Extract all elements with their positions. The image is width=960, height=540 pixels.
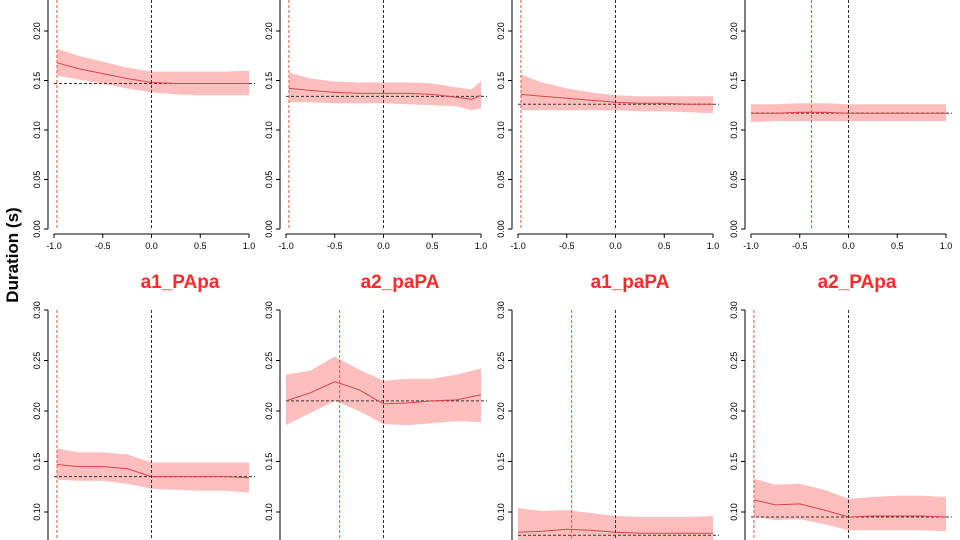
x-tick-label: 1.0	[243, 241, 256, 251]
y-tick-label: 0.00	[496, 220, 506, 238]
panel-title: a2_PApa	[818, 272, 897, 293]
y-tick-label: 0.15	[264, 72, 274, 90]
y-tick-label: 0.05	[264, 171, 274, 189]
y-tick-label: 0.10	[496, 503, 506, 521]
panel-title: a1_PApa	[141, 272, 220, 293]
x-tick-label: -1.0	[278, 241, 294, 251]
panel-7: 0.10 0.15 0.20 0.25 0.30 a1_paPA	[496, 272, 719, 540]
y-tick-label: 0.20	[32, 402, 42, 420]
y-tick-label: 0.20	[729, 22, 739, 40]
y-tick-label: 0.25	[496, 352, 506, 370]
confidence-band	[753, 478, 946, 532]
x-tick-label: 0.0	[145, 241, 158, 251]
y-tick-label: 0.00	[729, 220, 739, 238]
x-tick-label: 0.0	[377, 241, 390, 251]
x-tick-label: -0.5	[95, 241, 111, 251]
y-tick-label: 0.10	[729, 503, 739, 521]
y-tick-label: 0.20	[32, 22, 42, 40]
x-tick-label: 0.5	[194, 241, 207, 251]
y-tick-label: 0.00	[264, 220, 274, 238]
y-tick-label: 0.00	[32, 220, 42, 238]
x-tick-label: 0.5	[658, 241, 671, 251]
mean-line	[285, 381, 482, 405]
mean-line	[751, 111, 946, 114]
y-tick-label: 0.20	[496, 22, 506, 40]
panel-content	[285, 310, 487, 540]
panel-title: a1_paPA	[591, 272, 670, 293]
panel-2: 0.00 0.05 0.10 0.15 0.20 -1.0 -0.5 0.0 0.5 1.0	[264, 0, 487, 251]
panel-8: 0.10 0.15 0.20 0.25 0.30 a2_PApa	[729, 272, 952, 540]
y-tick-label: 0.15	[496, 453, 506, 471]
panel-title: a2_paPA	[361, 272, 440, 293]
y-tick-label: 0.15	[729, 72, 739, 90]
panel-1: 0.00 0.05 0.10 0.15 0.20 -1.0 -0.5 0.0 0.5 1.0	[32, 0, 255, 251]
x-tick-label: -1.0	[510, 241, 526, 251]
y-tick-label: 0.05	[32, 171, 42, 189]
panel-content	[751, 0, 952, 229]
panel-content	[751, 310, 952, 540]
x-tick-label: -0.5	[559, 241, 575, 251]
panel-content	[286, 0, 487, 229]
y-tick-label: 0.05	[729, 171, 739, 189]
y-tick-label: 0.20	[264, 22, 274, 40]
y-tick-label: 0.05	[496, 171, 506, 189]
y-tick-label: 0.15	[496, 72, 506, 90]
panel-content	[54, 310, 255, 540]
x-tick-label: -0.5	[327, 241, 343, 251]
x-tick-label: -0.5	[792, 241, 808, 251]
panel-content	[54, 0, 255, 229]
x-tick-label: 1.0	[475, 241, 488, 251]
x-tick-label: 0.0	[842, 241, 855, 251]
y-tick-label: 0.20	[496, 402, 506, 420]
confidence-band	[288, 72, 481, 111]
y-tick-label: 0.30	[32, 301, 42, 319]
y-tick-label: 0.10	[264, 121, 274, 139]
x-tick-label: 0.5	[891, 241, 904, 251]
y-tick-label: 0.30	[729, 301, 739, 319]
confidence-band	[56, 48, 250, 96]
y-tick-label: 0.15	[729, 453, 739, 471]
panel-6: 0.10 0.15 0.20 0.25 0.30 a2_paPA	[264, 272, 487, 540]
y-tick-label: 0.30	[264, 301, 274, 319]
y-tick-label: 0.15	[32, 453, 42, 471]
y-tick-label: 0.15	[32, 72, 42, 90]
y-axis-title: Duration (s)	[3, 207, 22, 302]
y-tick-label: 0.10	[32, 503, 42, 521]
y-tick-label: 0.20	[264, 402, 274, 420]
y-tick-label: 0.15	[264, 453, 274, 471]
x-tick-label: 1.0	[940, 241, 953, 251]
panel-content	[518, 0, 719, 229]
panel-4: 0.00 0.05 0.10 0.15 0.20 -1.0 -0.5 0.0 0.5 1.0	[729, 0, 952, 251]
y-tick-label: 0.20	[729, 402, 739, 420]
x-tick-label: 1.0	[707, 241, 720, 251]
x-tick-label: -1.0	[743, 241, 759, 251]
x-tick-label: 0.0	[609, 241, 622, 251]
y-tick-label: 0.25	[264, 352, 274, 370]
confidence-band	[520, 74, 713, 114]
y-tick-label: 0.10	[496, 121, 506, 139]
panel-5: 0.10 0.15 0.20 0.25 0.30 a1_PApa	[32, 272, 255, 540]
panel-3: 0.00 0.05 0.10 0.15 0.20 -1.0 -0.5 0.0 0.5 1.0	[496, 0, 719, 251]
confidence-band	[56, 448, 250, 493]
y-tick-label: 0.10	[729, 121, 739, 139]
mean-line	[288, 87, 482, 100]
x-tick-label: 0.5	[426, 241, 439, 251]
y-tick-label: 0.30	[496, 301, 506, 319]
y-tick-label: 0.10	[264, 503, 274, 521]
y-tick-label: 0.25	[32, 352, 42, 370]
x-tick-label: -1.0	[46, 241, 62, 251]
y-tick-label: 0.10	[32, 121, 42, 139]
confidence-band	[518, 508, 713, 540]
panel-content	[517, 310, 719, 540]
y-tick-label: 0.25	[729, 352, 739, 370]
